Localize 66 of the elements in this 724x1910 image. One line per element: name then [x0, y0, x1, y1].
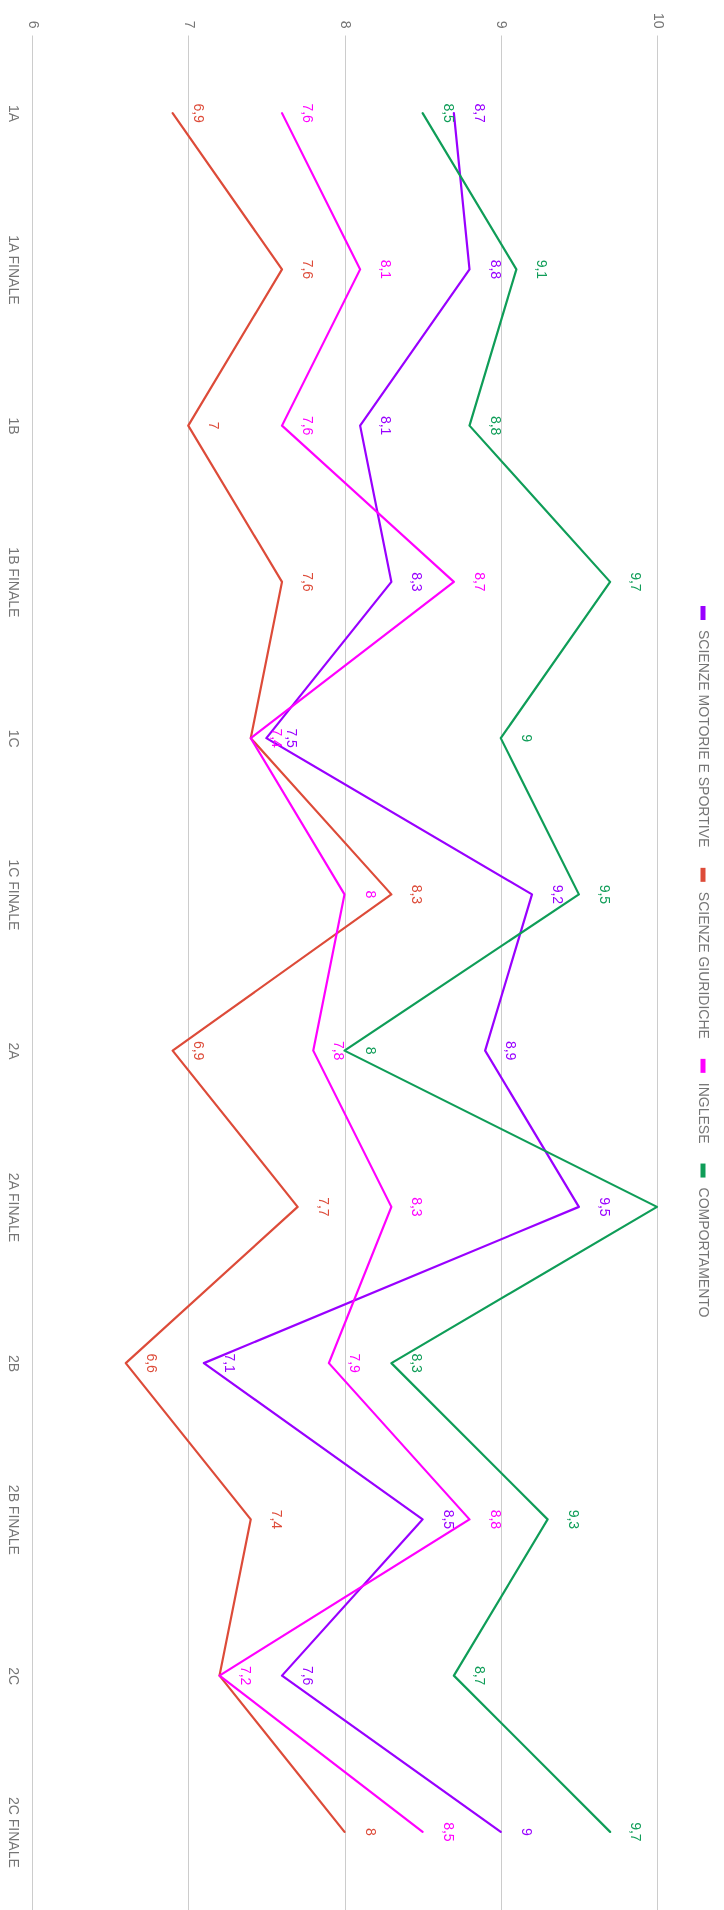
legend-label: SCIENZE MOTORIE E SPORTIVE — [696, 630, 712, 848]
data-label: 9 — [518, 1827, 535, 1836]
data-label: 8,3 — [409, 1197, 426, 1217]
data-label: 8,7 — [471, 1665, 488, 1686]
data-label: 7,8 — [331, 1040, 348, 1061]
legend-label: INGLESE — [696, 1082, 712, 1144]
data-label: 9,2 — [550, 884, 566, 905]
data-label: 7,6 — [300, 103, 316, 124]
x-tick-label: 9 — [494, 20, 511, 29]
x-tick-label: 10 — [650, 12, 667, 29]
legend-label: COMPORTAMENTO — [696, 1187, 712, 1318]
data-label: 9,1 — [534, 259, 551, 280]
data-label: 8,8 — [487, 1509, 504, 1530]
y-tick-label: 2B FINALE — [5, 1484, 22, 1555]
x-tick-label: 8 — [338, 20, 354, 29]
data-label: 6,9 — [190, 1040, 207, 1061]
y-tick-label: 2B — [5, 1355, 22, 1373]
y-tick-label: 1B FINALE — [5, 547, 22, 618]
data-label: 8,3 — [409, 572, 426, 592]
data-label: 8,8 — [487, 415, 504, 436]
data-label: 8,7 — [471, 572, 488, 592]
y-tick-label: 2C FINALE — [5, 1796, 22, 1868]
data-label: 7,6 — [300, 1665, 316, 1686]
data-label: 8,5 — [440, 103, 457, 124]
y-tick-label: 2A — [5, 1042, 22, 1061]
data-label: 8,3 — [409, 884, 426, 905]
y-tick-label: 2C — [5, 1667, 22, 1686]
y-tick-label: 1C — [5, 729, 22, 748]
data-label: 7,4 — [268, 728, 285, 749]
y-tick-label: 1C FINALE — [5, 859, 22, 931]
y-tick-label: 2A FINALE — [5, 1172, 22, 1243]
data-label: 9,5 — [596, 884, 613, 905]
data-label: 7,1 — [221, 1353, 238, 1374]
data-label: 6,9 — [190, 103, 207, 124]
data-label: 6,6 — [143, 1353, 160, 1374]
data-label: 8 — [362, 1827, 379, 1836]
legend-label: SCIENZE GIURIDICHE — [696, 891, 712, 1039]
data-label: 8,1 — [378, 259, 395, 280]
data-label: 9,5 — [596, 1197, 613, 1217]
data-label: 7,2 — [237, 1665, 254, 1686]
data-label: 8,5 — [440, 1822, 457, 1842]
data-label: 7,4 — [268, 1509, 285, 1530]
data-label: 9,3 — [565, 1509, 582, 1530]
data-label: 8,5 — [440, 1509, 457, 1530]
y-tick-label: 1A — [5, 105, 22, 123]
data-label: 7,6 — [300, 415, 316, 436]
data-label: 7,7 — [315, 1197, 332, 1217]
x-tick-label: 7 — [181, 20, 198, 29]
y-tick-label: 1A FINALE — [5, 235, 22, 305]
data-label: 7,6 — [300, 572, 316, 592]
data-label: 7,6 — [300, 259, 316, 280]
data-label: 8,9 — [503, 1040, 520, 1061]
data-label: 7,9 — [346, 1353, 363, 1374]
data-label: 7 — [206, 421, 223, 430]
data-label: 8,7 — [471, 103, 488, 124]
data-label: 7,5 — [284, 728, 301, 749]
data-label: 8,3 — [409, 1353, 426, 1374]
data-label: 9 — [518, 734, 535, 743]
data-label: 8 — [362, 890, 379, 899]
data-label: 8,1 — [378, 415, 395, 436]
y-tick-label: 1B — [5, 417, 22, 435]
data-label: 9,7 — [628, 1822, 645, 1842]
data-label: 8,8 — [487, 259, 504, 280]
x-tick-label: 6 — [25, 20, 42, 29]
data-label: 8 — [362, 1046, 379, 1055]
data-label: 9,7 — [628, 572, 645, 592]
